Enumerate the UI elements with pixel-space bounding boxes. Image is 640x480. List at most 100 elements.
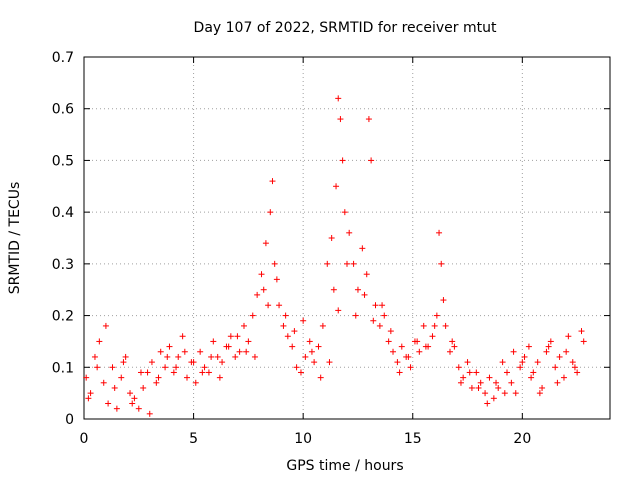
- data-point: [543, 348, 550, 355]
- data-point: [350, 260, 357, 267]
- data-point: [333, 183, 340, 190]
- chart-title: Day 107 of 2022, SRMTID for receiver mtu…: [194, 20, 497, 36]
- data-point: [118, 374, 125, 381]
- data-point: [447, 348, 454, 355]
- data-point: [293, 364, 300, 371]
- data-point: [379, 302, 386, 309]
- data-point: [525, 343, 532, 350]
- data-point: [344, 260, 350, 267]
- data-point: [201, 364, 208, 371]
- data-point: [503, 369, 510, 376]
- data-point: [170, 369, 177, 376]
- y-tick-label: 0.6: [52, 102, 74, 118]
- data-point: [339, 157, 346, 164]
- data-point: [184, 374, 191, 381]
- data-point: [429, 333, 436, 340]
- data-point: [308, 348, 315, 355]
- data-point: [530, 369, 537, 376]
- data-point: [372, 302, 379, 309]
- data-point: [578, 328, 585, 335]
- data-point: [129, 400, 136, 407]
- y-tick-label: 0.5: [52, 153, 74, 169]
- data-point: [569, 359, 576, 366]
- data-point: [501, 390, 508, 397]
- data-point: [289, 343, 296, 350]
- data-point: [385, 338, 392, 345]
- data-point: [510, 348, 517, 355]
- data-point: [276, 302, 283, 309]
- data-point: [495, 384, 502, 391]
- data-point: [214, 353, 221, 360]
- data-point: [554, 379, 561, 386]
- data-point: [390, 348, 397, 355]
- data-point: [87, 390, 94, 397]
- data-point: [387, 328, 394, 335]
- y-tick-label: 0.3: [52, 257, 74, 273]
- data-point: [396, 369, 403, 376]
- data-point: [297, 369, 304, 376]
- data-point: [109, 364, 116, 371]
- data-point: [519, 359, 526, 366]
- data-point: [199, 369, 206, 376]
- data-point: [361, 291, 368, 298]
- y-tick-label: 0.7: [52, 50, 74, 66]
- data-point: [398, 343, 405, 350]
- data-point: [420, 322, 427, 329]
- x-tick-labels: 0 5 10 15 20: [80, 431, 532, 447]
- data-point: [311, 359, 318, 366]
- data-point: [536, 390, 543, 397]
- grid-lines: [84, 57, 610, 419]
- x-tick-label: 10: [294, 431, 312, 447]
- data-point: [346, 229, 353, 236]
- data-point: [512, 390, 519, 397]
- data-point: [460, 374, 467, 381]
- data-point: [466, 369, 473, 376]
- data-point: [113, 405, 120, 412]
- data-point: [539, 384, 546, 391]
- data-point: [157, 348, 164, 355]
- data-points: [83, 95, 587, 417]
- data-point: [131, 395, 138, 402]
- y-axis-label: SRMTID / TECUs: [7, 182, 23, 295]
- data-point: [302, 353, 309, 360]
- data-point: [236, 348, 243, 355]
- data-point: [517, 364, 524, 371]
- plot-frame: [83, 56, 611, 420]
- data-point: [306, 338, 313, 345]
- data-point: [225, 343, 232, 350]
- data-point: [140, 384, 147, 391]
- data-point: [449, 338, 456, 345]
- data-point: [267, 209, 274, 216]
- data-point: [105, 400, 112, 407]
- data-point: [234, 333, 241, 340]
- data-point: [370, 317, 377, 324]
- data-point: [166, 343, 173, 350]
- data-point: [284, 333, 291, 340]
- data-point: [258, 271, 265, 278]
- data-point: [265, 302, 272, 309]
- data-point: [482, 390, 489, 397]
- data-point: [552, 364, 559, 371]
- data-point: [484, 400, 491, 407]
- data-point: [190, 359, 197, 366]
- data-point: [414, 338, 421, 345]
- data-point: [352, 312, 359, 319]
- data-point: [282, 312, 289, 319]
- data-point: [330, 286, 337, 293]
- data-point: [210, 338, 217, 345]
- x-axis-label: GPS time / hours: [286, 458, 403, 474]
- data-point: [273, 276, 280, 283]
- data-point: [335, 95, 342, 102]
- data-point: [337, 116, 344, 123]
- data-point: [468, 384, 475, 391]
- x-tick-label: 15: [404, 431, 422, 447]
- y-tick-label: 0: [65, 412, 74, 428]
- data-point: [173, 364, 180, 371]
- data-point: [315, 343, 322, 350]
- data-point: [326, 359, 333, 366]
- data-point: [407, 364, 414, 371]
- data-point: [416, 348, 423, 355]
- data-point: [135, 405, 142, 412]
- data-point: [249, 312, 256, 319]
- data-point: [477, 379, 484, 386]
